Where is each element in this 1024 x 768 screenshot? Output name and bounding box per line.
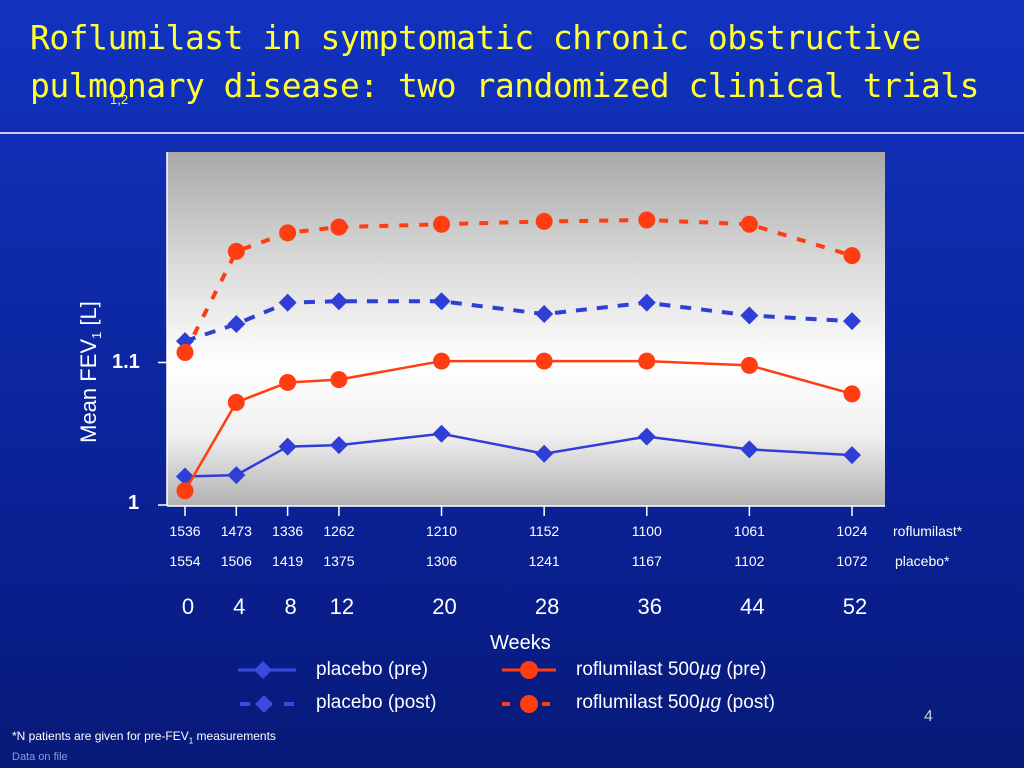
data-point-diamond — [535, 305, 554, 324]
data-point-circle — [330, 218, 348, 236]
data-point-circle — [843, 247, 861, 265]
n-value-cell: 1375 — [323, 553, 355, 569]
page-number: 4 — [924, 708, 933, 725]
data-point-circle — [535, 212, 553, 230]
n-value-cell: 1536 — [169, 523, 201, 539]
legend-marker-roflumilast-post — [502, 695, 556, 713]
data-point-circle — [279, 224, 297, 242]
x-tick-label: 12 — [329, 594, 355, 619]
data-point-diamond — [843, 312, 861, 331]
legend-label-placebo-pre: placebo (pre) — [316, 659, 428, 680]
legend-label-roflumilast-pre: roflumilast 500µg (pre) — [576, 659, 767, 680]
n-value-cell: 1262 — [323, 523, 355, 539]
title-line-2: pulmonary disease: two randomized clinic… — [30, 66, 980, 105]
data-point-diamond — [740, 440, 759, 459]
n-value-cell: 1241 — [528, 553, 560, 569]
data-point-diamond — [843, 446, 861, 465]
data-point-diamond — [278, 437, 297, 456]
data-point-circle — [330, 371, 348, 389]
legend-label-placebo-post: placebo (post) — [316, 692, 437, 713]
data-source-note: Data on file — [12, 751, 68, 763]
title-divider — [0, 132, 1024, 134]
data-point-diamond — [278, 293, 297, 312]
data-point-diamond — [637, 293, 656, 312]
n-value-cell: 1167 — [631, 553, 662, 569]
y-tick-label: 1.1 — [112, 351, 140, 373]
data-point-diamond — [329, 292, 348, 311]
n-value-cell: 1506 — [220, 553, 252, 569]
data-point-circle — [638, 352, 656, 370]
x-tick-label: 36 — [637, 594, 663, 619]
data-point-circle — [176, 344, 194, 362]
x-tick-label: 20 — [432, 594, 457, 619]
legend-marker-placebo-post — [240, 695, 296, 713]
title-line-1: Roflumilast in symptomatic chronic obstr… — [30, 18, 921, 57]
n-value-cell: 1473 — [220, 523, 252, 539]
title-superscript: 1,2 — [110, 92, 129, 107]
legend-marker-placebo-pre — [238, 661, 296, 679]
data-point-diamond — [637, 427, 656, 446]
data-point-diamond — [432, 424, 451, 443]
data-point-circle — [433, 215, 451, 233]
x-tick-label: 4 — [233, 594, 246, 619]
n-value-cell: 1554 — [169, 553, 201, 569]
x-tick-label: 8 — [284, 594, 297, 619]
data-point-circle — [740, 215, 758, 233]
n-value-cell: 1072 — [836, 553, 868, 569]
n-value-cell: 1100 — [631, 523, 662, 539]
n-value-cell: 1306 — [425, 553, 458, 569]
x-tick-label: 0 — [181, 594, 195, 619]
x-tick-label: 44 — [740, 594, 765, 619]
legend-label-roflumilast-post: roflumilast 500µg (post) — [576, 692, 775, 713]
slide-title: Roflumilast in symptomatic chronic obstr… — [30, 14, 1010, 110]
data-point-circle — [433, 352, 451, 370]
data-point-circle — [176, 482, 194, 500]
data-point-diamond — [740, 306, 759, 325]
n-value-cell: 1152 — [529, 523, 560, 539]
data-point-circle — [638, 211, 656, 229]
n-row-label-placebo: placebo* — [895, 553, 950, 569]
x-axis-label: Weeks — [490, 632, 551, 654]
data-point-circle — [227, 242, 245, 260]
data-point-diamond — [227, 466, 246, 485]
n-value-cell: 1210 — [425, 523, 458, 539]
y-tick-label: 1 — [128, 492, 140, 514]
x-tick-label: 52 — [842, 594, 868, 619]
x-tick-label: 28 — [534, 594, 560, 619]
n-value-cell: 1102 — [734, 553, 765, 569]
n-row-label-roflumilast: roflumilast* — [893, 523, 963, 539]
data-point-circle — [279, 373, 297, 391]
series-line-1 — [184, 299, 853, 344]
data-point-circle — [740, 356, 758, 374]
data-point-diamond — [432, 292, 451, 311]
data-point-circle — [843, 385, 861, 403]
data-point-circle — [227, 393, 245, 411]
data-point-diamond — [227, 315, 246, 334]
data-point-diamond — [329, 436, 348, 455]
n-value-cell: 1061 — [733, 523, 765, 539]
footnote: *N patients are given for pre-FEV1 measu… — [12, 729, 276, 746]
n-value-cell: 1336 — [272, 523, 304, 539]
data-point-diamond — [535, 444, 554, 463]
data-point-circle — [535, 352, 553, 370]
n-value-cell: 1024 — [836, 523, 868, 539]
n-value-cell: 1419 — [272, 553, 304, 569]
legend-marker-roflumilast-pre — [502, 661, 556, 679]
